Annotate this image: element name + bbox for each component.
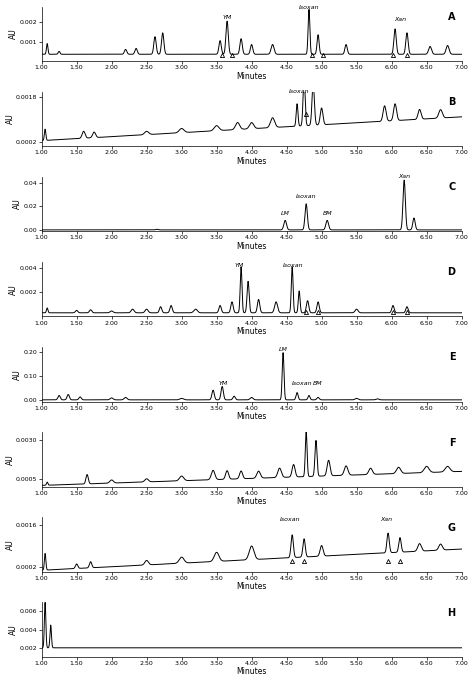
Text: D: D bbox=[447, 267, 455, 278]
Text: YM: YM bbox=[219, 381, 228, 386]
Text: G: G bbox=[447, 522, 455, 533]
Text: Xan: Xan bbox=[394, 17, 406, 22]
Y-axis label: AU: AU bbox=[13, 369, 22, 380]
Text: Xan: Xan bbox=[398, 174, 410, 179]
X-axis label: Minutes: Minutes bbox=[237, 72, 267, 80]
Y-axis label: AU: AU bbox=[13, 198, 22, 209]
Text: LM: LM bbox=[279, 347, 288, 352]
Y-axis label: AU: AU bbox=[6, 539, 15, 550]
Text: F: F bbox=[449, 438, 455, 447]
X-axis label: Minutes: Minutes bbox=[237, 668, 267, 677]
Text: Isoxan: Isoxan bbox=[280, 517, 301, 522]
Y-axis label: AU: AU bbox=[9, 29, 18, 39]
Text: BM: BM bbox=[313, 381, 323, 386]
X-axis label: Minutes: Minutes bbox=[237, 242, 267, 251]
X-axis label: Minutes: Minutes bbox=[237, 412, 267, 421]
Text: Isoxan: Isoxan bbox=[292, 381, 312, 386]
Text: Xan: Xan bbox=[380, 517, 392, 522]
Text: YM: YM bbox=[222, 15, 232, 20]
X-axis label: Minutes: Minutes bbox=[237, 582, 267, 591]
Text: H: H bbox=[447, 608, 455, 618]
Y-axis label: AU: AU bbox=[6, 114, 15, 124]
Text: BM: BM bbox=[322, 211, 332, 216]
Text: Isoxan: Isoxan bbox=[289, 89, 310, 94]
Text: Isoxan: Isoxan bbox=[299, 5, 319, 10]
Text: LM: LM bbox=[281, 211, 290, 216]
Text: E: E bbox=[449, 353, 455, 362]
Text: Isoxan: Isoxan bbox=[283, 263, 304, 268]
Y-axis label: AU: AU bbox=[9, 284, 18, 295]
Y-axis label: AU: AU bbox=[6, 454, 15, 464]
X-axis label: Minutes: Minutes bbox=[237, 327, 267, 336]
Text: B: B bbox=[448, 97, 455, 107]
X-axis label: Minutes: Minutes bbox=[237, 497, 267, 506]
Y-axis label: AU: AU bbox=[9, 624, 18, 635]
Text: C: C bbox=[448, 182, 455, 192]
Text: A: A bbox=[448, 12, 455, 22]
Text: Isoxan: Isoxan bbox=[296, 194, 317, 199]
Text: YM: YM bbox=[234, 263, 244, 268]
X-axis label: Minutes: Minutes bbox=[237, 157, 267, 166]
